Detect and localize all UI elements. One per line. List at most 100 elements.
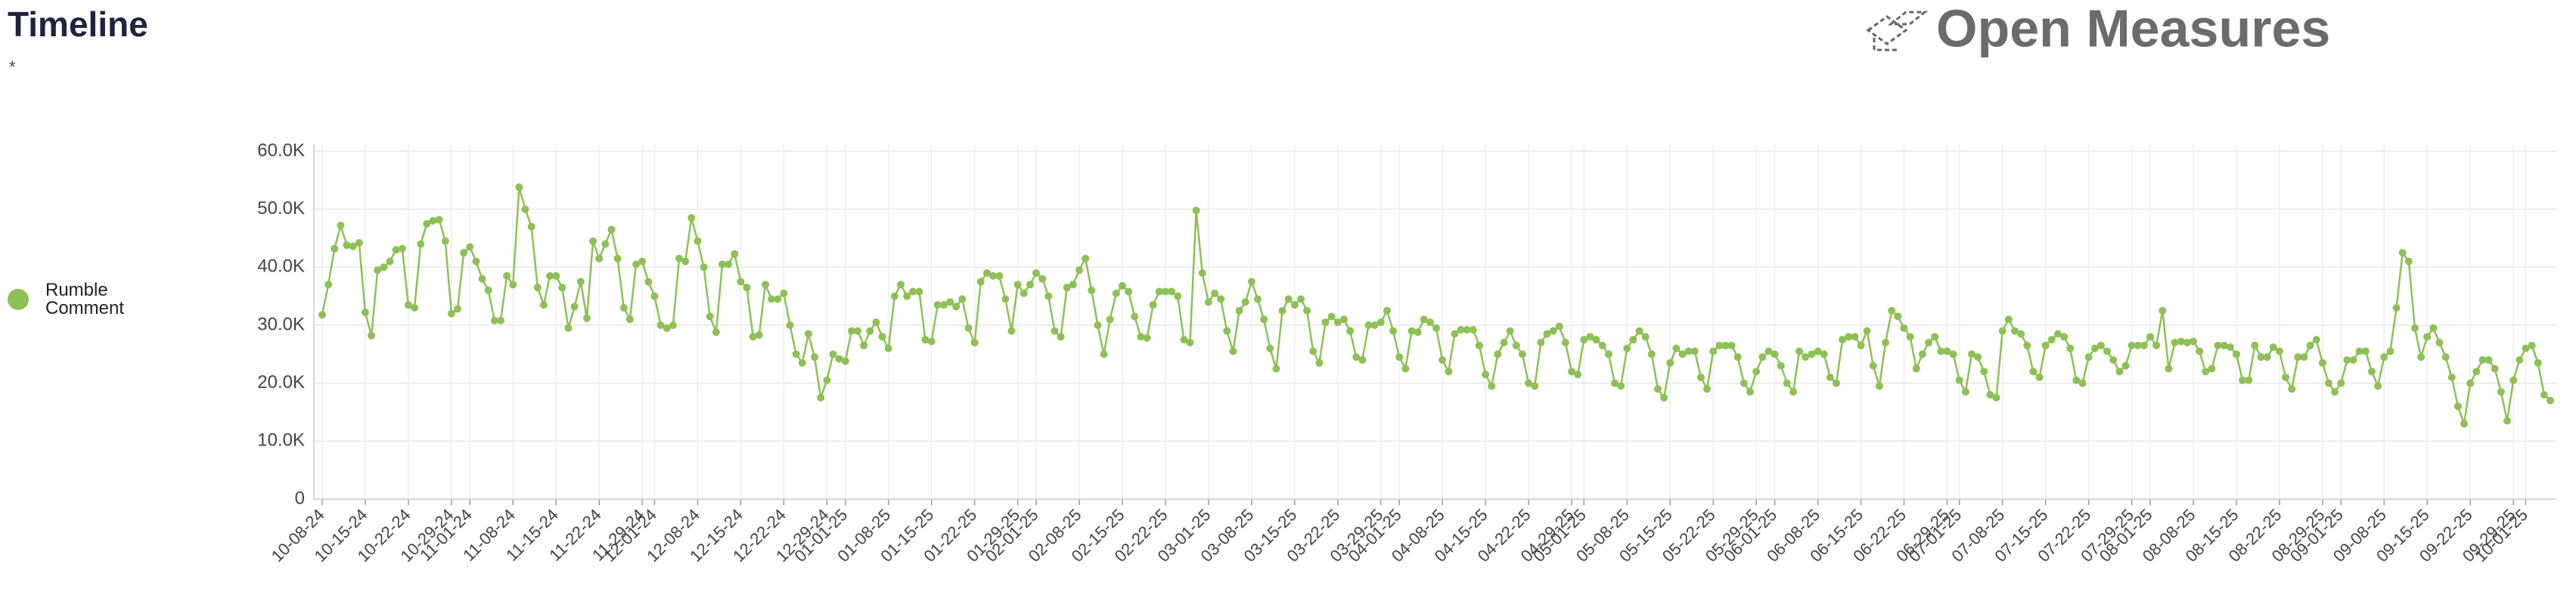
data-point	[1733, 353, 1742, 361]
data-point	[1721, 341, 1730, 349]
data-point	[903, 292, 911, 300]
data-point	[1543, 330, 1551, 338]
data-point	[2282, 374, 2290, 381]
data-point	[2245, 376, 2253, 384]
data-point	[2540, 391, 2548, 399]
data-point	[933, 301, 942, 309]
data-point	[1253, 295, 1262, 303]
data-point	[1303, 306, 1311, 315]
data-point	[570, 302, 579, 311]
chart-subtitle: *	[9, 57, 16, 76]
data-point	[2343, 356, 2351, 364]
data-point	[1082, 254, 1090, 262]
data-point	[829, 350, 837, 358]
data-point	[1174, 292, 1182, 300]
data-point	[1370, 321, 1379, 329]
data-point	[2460, 420, 2469, 428]
data-point	[1506, 327, 1514, 335]
data-point	[632, 260, 641, 268]
data-point	[1777, 361, 1785, 370]
data-point	[2398, 249, 2407, 257]
data-point	[2331, 388, 2339, 396]
data-point	[1635, 327, 1643, 335]
data-point	[466, 243, 474, 251]
data-point	[2466, 379, 2475, 387]
data-point	[533, 284, 542, 292]
data-point	[1137, 333, 1145, 341]
data-point	[712, 328, 720, 337]
data-point	[1100, 350, 1108, 358]
data-point	[1247, 278, 1255, 286]
data-point	[1241, 298, 1249, 306]
data-point	[1561, 339, 1569, 346]
data-point	[768, 295, 776, 303]
y-tick-label: 20.0K	[257, 372, 305, 392]
data-point	[2066, 344, 2075, 352]
data-point	[1839, 336, 1847, 344]
data-point	[1106, 315, 1114, 324]
data-point	[687, 214, 696, 222]
data-point	[1463, 326, 1471, 334]
data-point	[1955, 376, 1963, 384]
data-point	[798, 358, 806, 367]
data-point	[595, 254, 604, 262]
data-point	[552, 271, 560, 280]
y-tick-label: 40.0K	[257, 256, 305, 277]
data-point	[2171, 339, 2179, 346]
data-point	[1315, 358, 1324, 367]
data-point	[1888, 306, 1896, 315]
data-point	[878, 333, 886, 341]
data-point	[2251, 341, 2259, 349]
data-point	[1217, 295, 1225, 303]
data-point	[324, 281, 333, 289]
data-point	[411, 304, 419, 312]
data-point	[909, 287, 917, 296]
data-point	[2004, 315, 2013, 324]
data-point	[792, 350, 800, 358]
data-point	[1001, 295, 1010, 303]
data-point	[939, 301, 948, 309]
data-point	[1032, 269, 1041, 277]
data-point	[1857, 341, 1865, 349]
data-point	[1949, 350, 1957, 358]
data-point	[515, 183, 523, 191]
data-point	[503, 271, 511, 280]
data-point	[2121, 361, 2130, 370]
chart-title: Timeline	[8, 5, 148, 44]
data-point	[725, 260, 733, 268]
data-point	[613, 254, 622, 262]
data-point	[564, 324, 573, 332]
data-point	[706, 312, 714, 321]
data-point	[2128, 341, 2136, 349]
data-point	[1389, 327, 1398, 335]
data-point	[1272, 365, 1280, 373]
data-point	[1617, 382, 1625, 390]
data-point	[2183, 339, 2191, 346]
data-point	[1931, 333, 1939, 341]
data-point	[1660, 393, 1668, 402]
data-point	[2547, 396, 2554, 405]
data-point	[1407, 327, 1416, 335]
data-point	[1518, 350, 1526, 358]
data-point	[2300, 353, 2308, 361]
data-point	[1998, 327, 2006, 335]
y-tick-label: 60.0K	[257, 140, 305, 160]
data-point	[527, 222, 535, 231]
data-point	[1088, 287, 1096, 294]
data-point	[2189, 337, 2197, 346]
data-point	[331, 244, 339, 253]
data-point	[2140, 341, 2148, 349]
data-point	[2226, 343, 2234, 352]
data-point	[2361, 347, 2370, 355]
data-point	[2060, 333, 2069, 341]
data-point	[1727, 341, 1736, 349]
data-point	[2239, 376, 2247, 384]
data-point	[1820, 350, 1828, 358]
data-point	[1125, 287, 1133, 296]
data-point	[2165, 365, 2173, 373]
legend-swatch	[8, 289, 29, 310]
data-point	[1961, 388, 1969, 396]
data-point	[1426, 318, 1434, 327]
data-point	[490, 316, 498, 324]
data-point	[1051, 327, 1059, 335]
